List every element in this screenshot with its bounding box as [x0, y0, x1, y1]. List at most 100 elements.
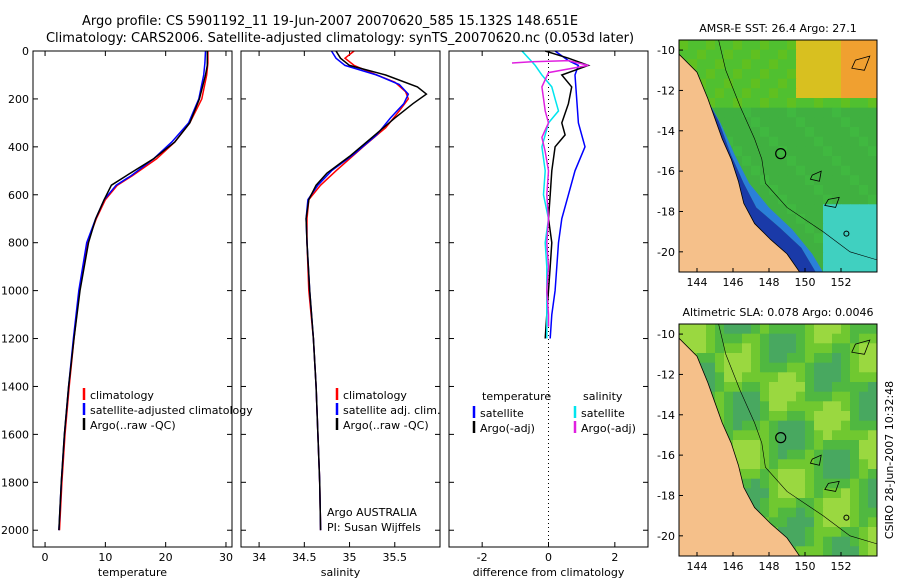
x-tick-label: 146 [723, 276, 744, 289]
x-tick-label: 144 [687, 560, 708, 573]
reef-outline [809, 454, 822, 466]
x-axis-label: difference from climatology [473, 566, 625, 579]
y-tick-label: -18 [657, 205, 675, 218]
reef-outline [809, 170, 822, 182]
y-tick-label: -16 [657, 165, 675, 178]
x-tick-label: 150 [795, 560, 816, 573]
sla-map-panel: Altimetric SLA: 0.078 Argo: 0.0046 144 146… [657, 306, 878, 573]
legend-entry: climatology [90, 389, 154, 402]
legend-entry: Argo(-adj) [581, 422, 636, 435]
plot-frame [240, 50, 441, 548]
annotation-text: Argo AUSTRALIA [327, 506, 417, 519]
legend-entry: Argo(-adj) [480, 422, 535, 435]
land-mass [679, 40, 801, 272]
y-tick-label: 1600 [1, 428, 29, 441]
legend-entry: climatology [343, 389, 407, 402]
map-title: Altimetric SLA: 0.078 Argo: 0.0046 [682, 306, 873, 319]
y-tick-label: -12 [657, 368, 675, 381]
x-tick-label: 20 [159, 551, 173, 564]
plot-frame [32, 50, 233, 548]
y-tick-label: -16 [657, 449, 675, 462]
shelf-band [679, 54, 816, 272]
series-line-temperature-argo-adj- [544, 50, 591, 339]
y-tick-label: -20 [657, 530, 675, 543]
x-axis-label: salinity [321, 566, 361, 579]
x-tick-label: 150 [795, 276, 816, 289]
y-tick-label: 1000 [1, 285, 29, 298]
x-tick-label: 148 [759, 560, 780, 573]
x-tick-label: 0 [42, 551, 49, 564]
y-tick-label: -12 [657, 84, 675, 97]
y-tick-label: -10 [657, 328, 675, 341]
map-frame [678, 323, 878, 557]
series-line-salinity-satellite [521, 50, 560, 339]
x-tick-label: 10 [98, 551, 112, 564]
map-frame [678, 39, 878, 273]
difference-profile-panel: -2 0 2 difference from climatology temperatu… [448, 50, 649, 579]
x-tick-label: 34 [252, 551, 266, 564]
y-tick-label: 0 [22, 45, 29, 58]
x-tick-label: 144 [687, 276, 708, 289]
x-tick-label: 34.5 [292, 551, 317, 564]
legend-group-title: salinity [583, 390, 623, 403]
y-tick-label: 1800 [1, 476, 29, 489]
land-mass [679, 324, 801, 556]
figure-title-line2: Climatology: CARS2006. Satellite-adjuste… [46, 31, 634, 46]
reef-outline [824, 196, 840, 208]
sst-map-panel: AMSR-E SST: 26.4 Argo: 27.1 144 146 148 150 1… [657, 22, 878, 289]
y-tick-label: -14 [657, 409, 675, 422]
series-line-climatology [58, 51, 209, 531]
series-line-satellite-adjusted-climatology [58, 50, 207, 531]
series-line-argo-raw-qc- [58, 51, 209, 531]
legend-entry: Argo(..raw -QC) [343, 419, 429, 432]
x-tick-label: 30 [219, 551, 233, 564]
x-tick-label: -2 [477, 551, 488, 564]
depth-contour [718, 324, 877, 545]
series-line-climatology [306, 50, 410, 531]
legend-group-title: temperature [482, 390, 551, 403]
y-tick-label: -14 [657, 125, 675, 138]
legend-entry: satellite-adjusted climatology [90, 404, 253, 417]
reef-outline [851, 55, 871, 71]
y-tick-label: 200 [8, 93, 29, 106]
plot-frame [448, 50, 649, 548]
y-tick-label: -10 [657, 44, 675, 57]
series-line-argo-raw-qc- [305, 50, 428, 531]
map-title: AMSR-E SST: 26.4 Argo: 27.1 [699, 22, 857, 35]
x-tick-label: 148 [759, 276, 780, 289]
x-tick-label: 35 [343, 551, 357, 564]
y-tick-label: -20 [657, 246, 675, 259]
secondary-marker [843, 230, 850, 237]
shelf-band-outer [702, 90, 823, 272]
y-tick-label: 1400 [1, 380, 29, 393]
series-line-satellite-adj-clim- [305, 50, 410, 531]
depth-contour [718, 40, 877, 261]
x-axis-label: temperature [98, 566, 167, 579]
legend-entry: satellite adj. clim. [343, 404, 440, 417]
series-line-salinity-argo-adj- [511, 59, 589, 327]
y-tick-label: 2000 [1, 524, 29, 537]
legend-entry: Argo(..raw -QC) [90, 419, 176, 432]
x-tick-label: 35.5 [383, 551, 408, 564]
y-tick-label: 1200 [1, 333, 29, 346]
series-line-temperature-satellite [549, 50, 586, 339]
y-tick-label: -18 [657, 489, 675, 502]
x-tick-label: 2 [611, 551, 618, 564]
secondary-marker [843, 514, 850, 521]
float-position-marker [775, 432, 787, 444]
y-tick-label: 600 [8, 189, 29, 202]
map-field [679, 40, 877, 272]
x-tick-label: 0 [545, 551, 552, 564]
reef-outline [851, 339, 871, 355]
map-field [679, 324, 877, 556]
x-tick-label: 152 [831, 276, 852, 289]
legend-entry: satellite [581, 407, 625, 420]
side-timestamp: CSIRO 28-Jun-2007 10:32:48 [883, 381, 896, 539]
float-position-marker [775, 148, 787, 160]
temperature-profile-panel: 0 10 20 30 0 200 400 600 800 1000 1200 1400 1600 1800… [1, 45, 253, 579]
x-tick-label: 146 [723, 560, 744, 573]
reef-outline [824, 480, 840, 492]
y-tick-label: 800 [8, 237, 29, 250]
y-tick-label: 400 [8, 141, 29, 154]
x-tick-label: 152 [831, 560, 852, 573]
